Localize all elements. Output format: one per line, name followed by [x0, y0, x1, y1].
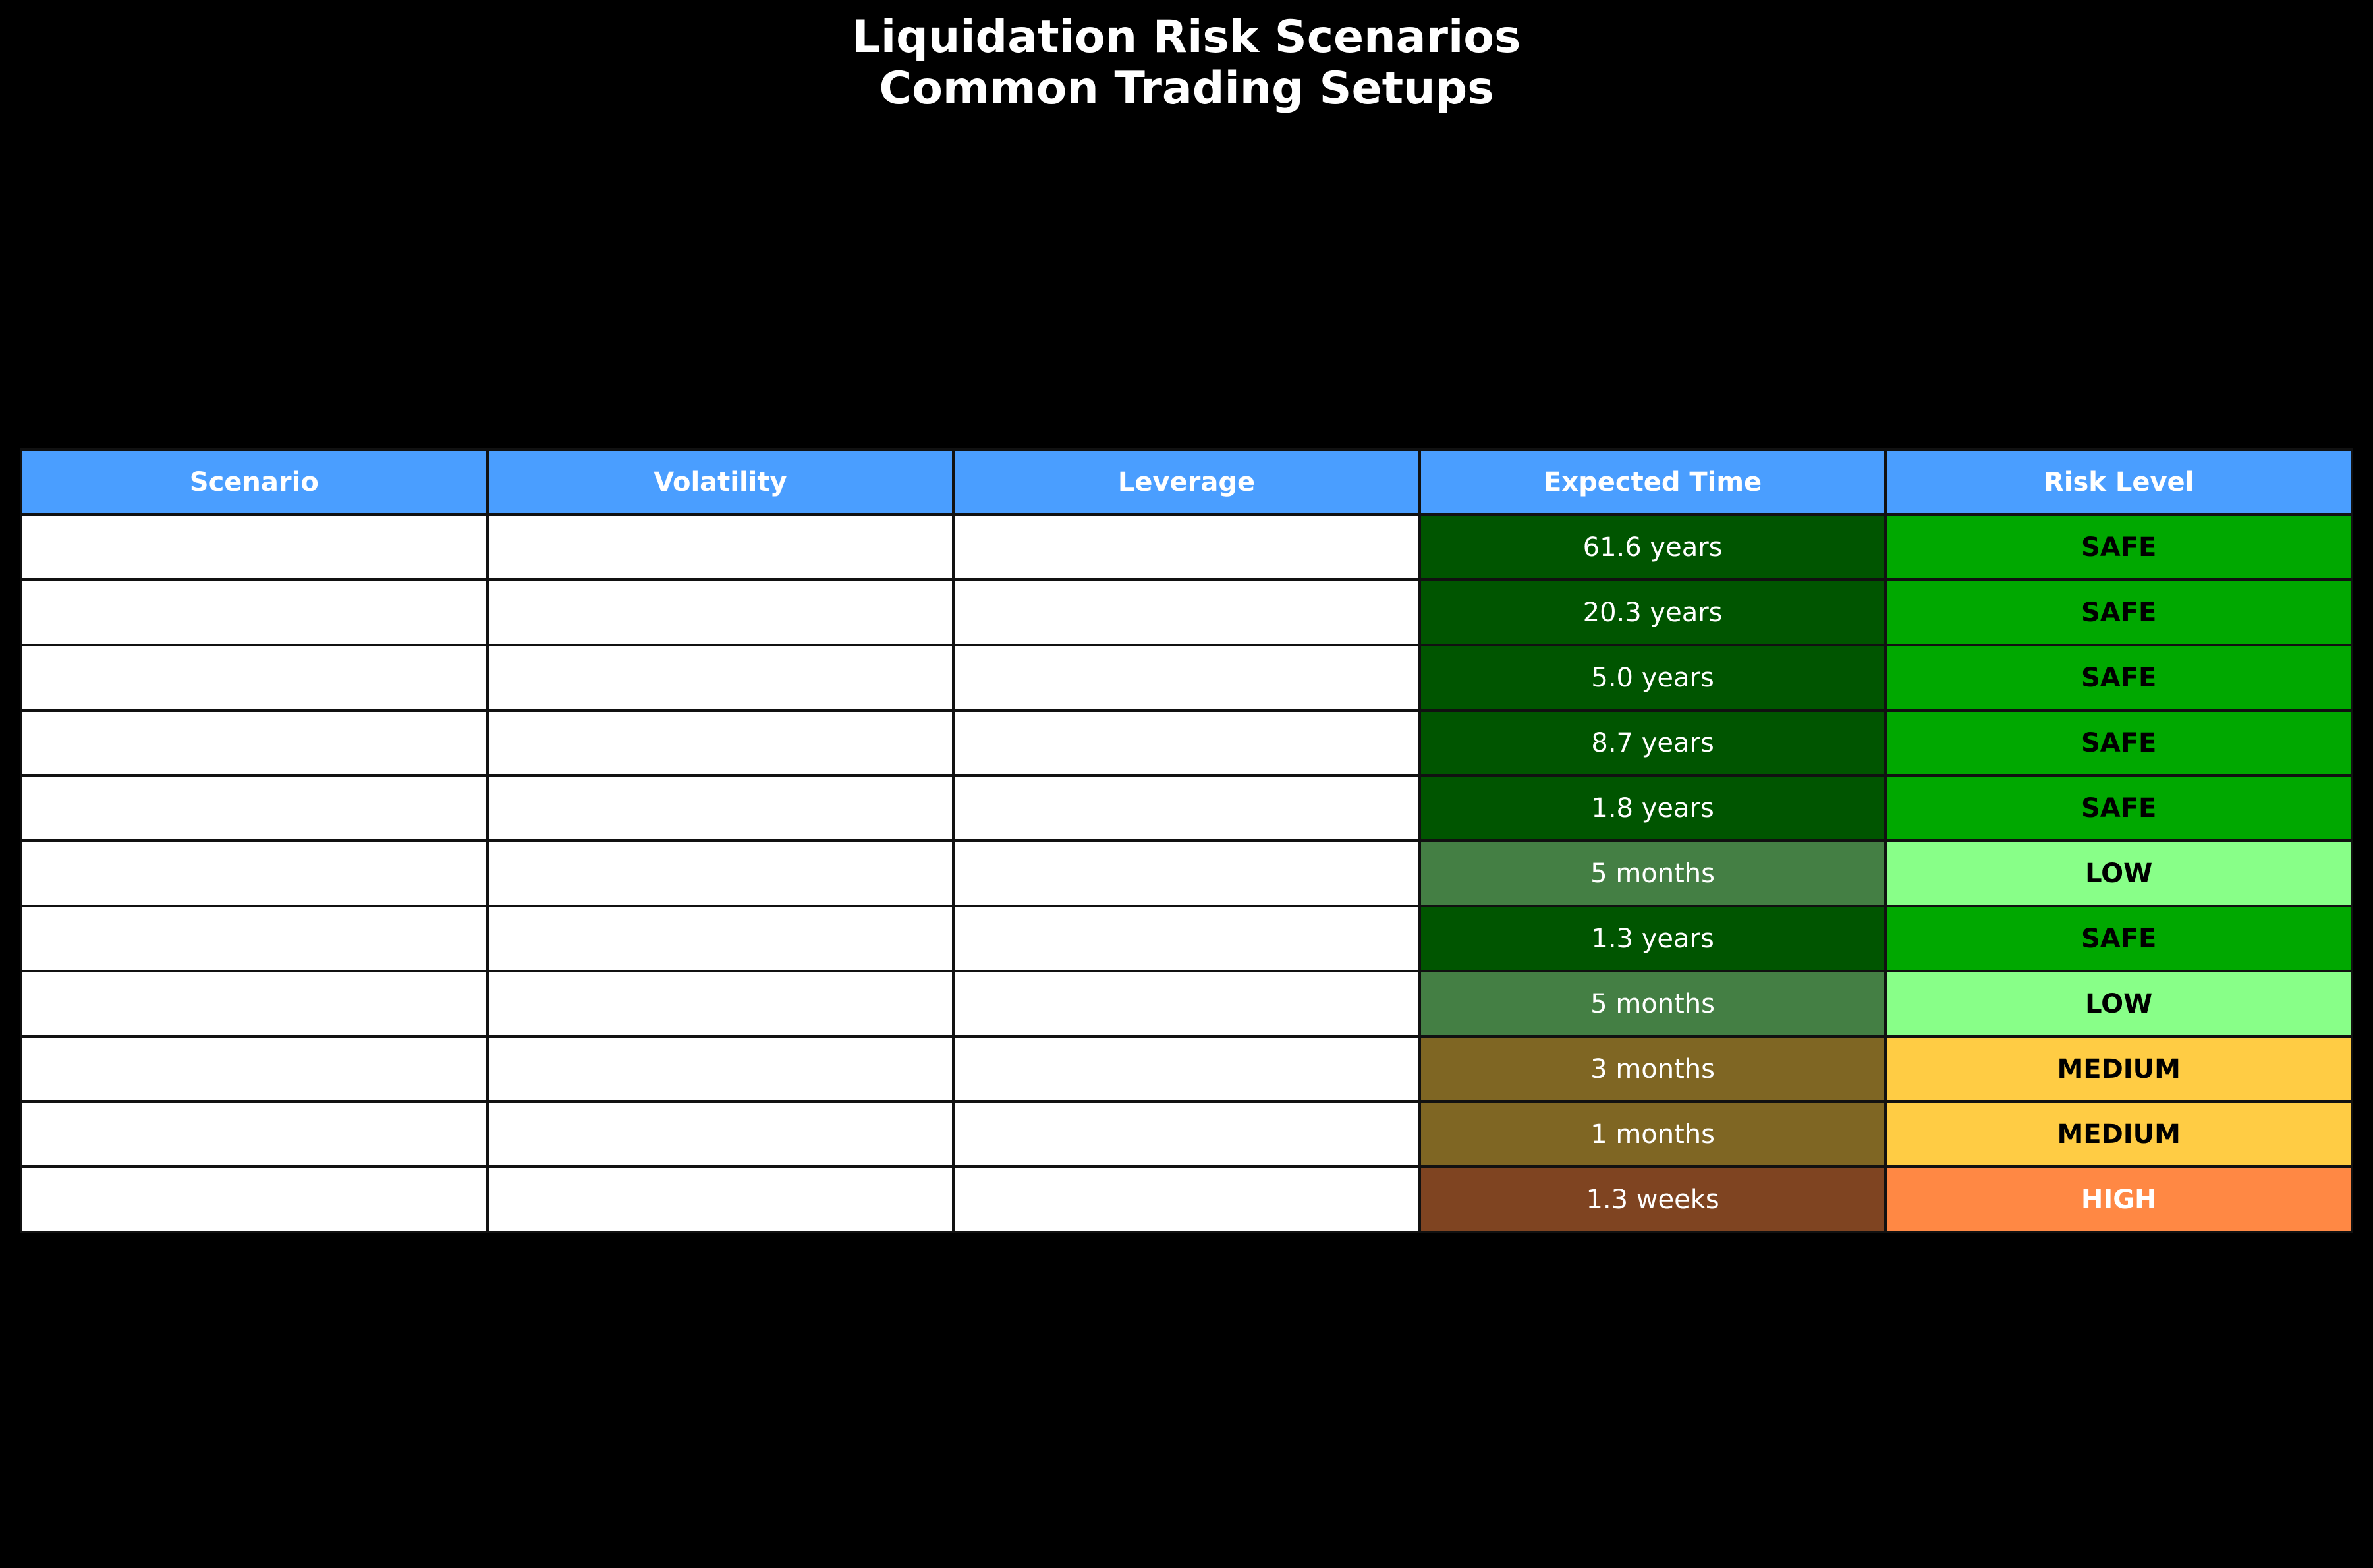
cell-scenario: [20, 905, 489, 972]
table-row: 1 months MEDIUM: [20, 1100, 2353, 1168]
cell-scenario: [20, 1100, 489, 1168]
cell-leverage: [952, 709, 1421, 777]
cell-expected-time: 5 months: [1418, 839, 1887, 907]
chart-title-line-2: Common Trading Setups: [879, 63, 1494, 115]
cell-expected-time: 5 months: [1418, 970, 1887, 1038]
cell-leverage: [952, 578, 1421, 646]
header-scenario: Scenario: [20, 448, 489, 516]
cell-volatility: [486, 578, 955, 646]
cell-leverage: [952, 513, 1421, 581]
cell-expected-time: 1.3 years: [1418, 905, 1887, 972]
header-risk-level: Risk Level: [1884, 448, 2353, 516]
cell-risk-level: MEDIUM: [1884, 1035, 2353, 1103]
cell-leverage: [952, 839, 1421, 907]
cell-risk-level: SAFE: [1884, 513, 2353, 581]
header-expected-time: Expected Time: [1418, 448, 1887, 516]
cell-scenario: [20, 513, 489, 581]
table-row: 1.8 years SAFE: [20, 774, 2353, 842]
cell-scenario: [20, 774, 489, 842]
cell-risk-level: SAFE: [1884, 774, 2353, 842]
cell-volatility: [486, 1100, 955, 1168]
table-row: 20.3 years SAFE: [20, 578, 2353, 646]
table-row: 61.6 years SAFE: [20, 513, 2353, 581]
cell-expected-time: 1.3 weeks: [1418, 1165, 1887, 1233]
table-row: 1.3 weeks HIGH: [20, 1165, 2353, 1233]
cell-risk-level: MEDIUM: [1884, 1100, 2353, 1168]
cell-volatility: [486, 839, 955, 907]
cell-volatility: [486, 774, 955, 842]
cell-expected-time: 8.7 years: [1418, 709, 1887, 777]
cell-leverage: [952, 1035, 1421, 1103]
cell-expected-time: 61.6 years: [1418, 513, 1887, 581]
table-row: 8.7 years SAFE: [20, 709, 2353, 777]
cell-expected-time: 5.0 years: [1418, 644, 1887, 712]
cell-volatility: [486, 1035, 955, 1103]
header-volatility: Volatility: [486, 448, 955, 516]
cell-risk-level: LOW: [1884, 839, 2353, 907]
cell-leverage: [952, 774, 1421, 842]
cell-expected-time: 1 months: [1418, 1100, 1887, 1168]
table-body: 61.6 years SAFE 20.3 years SAFE 5.0 years SAF…: [20, 513, 2353, 1233]
cell-risk-level: SAFE: [1884, 905, 2353, 972]
cell-risk-level: LOW: [1884, 970, 2353, 1038]
table-row: 1.3 years SAFE: [20, 905, 2353, 972]
cell-volatility: [486, 644, 955, 712]
table-header: Scenario Volatility Leverage Expected Ti…: [20, 448, 2353, 516]
cell-leverage: [952, 905, 1421, 972]
cell-risk-level: SAFE: [1884, 644, 2353, 712]
cell-risk-level: SAFE: [1884, 578, 2353, 646]
cell-expected-time: 3 months: [1418, 1035, 1887, 1103]
chart-title: Liquidation Risk Scenarios Common Tradin…: [0, 12, 2373, 115]
cell-risk-level: SAFE: [1884, 709, 2353, 777]
cell-scenario: [20, 1035, 489, 1103]
risk-table: Scenario Volatility Leverage Expected Ti…: [20, 448, 2353, 1233]
header-leverage: Leverage: [952, 448, 1421, 516]
cell-volatility: [486, 513, 955, 581]
table-row: 5 months LOW: [20, 970, 2353, 1038]
table-row: 5 months LOW: [20, 839, 2353, 907]
cell-scenario: [20, 1165, 489, 1233]
cell-expected-time: 20.3 years: [1418, 578, 1887, 646]
cell-scenario: [20, 578, 489, 646]
cell-scenario: [20, 839, 489, 907]
cell-leverage: [952, 1100, 1421, 1168]
cell-leverage: [952, 644, 1421, 712]
cell-leverage: [952, 970, 1421, 1038]
cell-scenario: [20, 709, 489, 777]
table-row: 3 months MEDIUM: [20, 1035, 2353, 1103]
cell-expected-time: 1.8 years: [1418, 774, 1887, 842]
cell-volatility: [486, 905, 955, 972]
cell-volatility: [486, 970, 955, 1038]
header-row: Scenario Volatility Leverage Expected Ti…: [20, 448, 2353, 516]
cell-scenario: [20, 644, 489, 712]
cell-scenario: [20, 970, 489, 1038]
cell-risk-level: HIGH: [1884, 1165, 2353, 1233]
table-row: 5.0 years SAFE: [20, 644, 2353, 712]
cell-volatility: [486, 1165, 955, 1233]
cell-leverage: [952, 1165, 1421, 1233]
chart-title-line-1: Liquidation Risk Scenarios: [852, 11, 1521, 63]
cell-volatility: [486, 709, 955, 777]
